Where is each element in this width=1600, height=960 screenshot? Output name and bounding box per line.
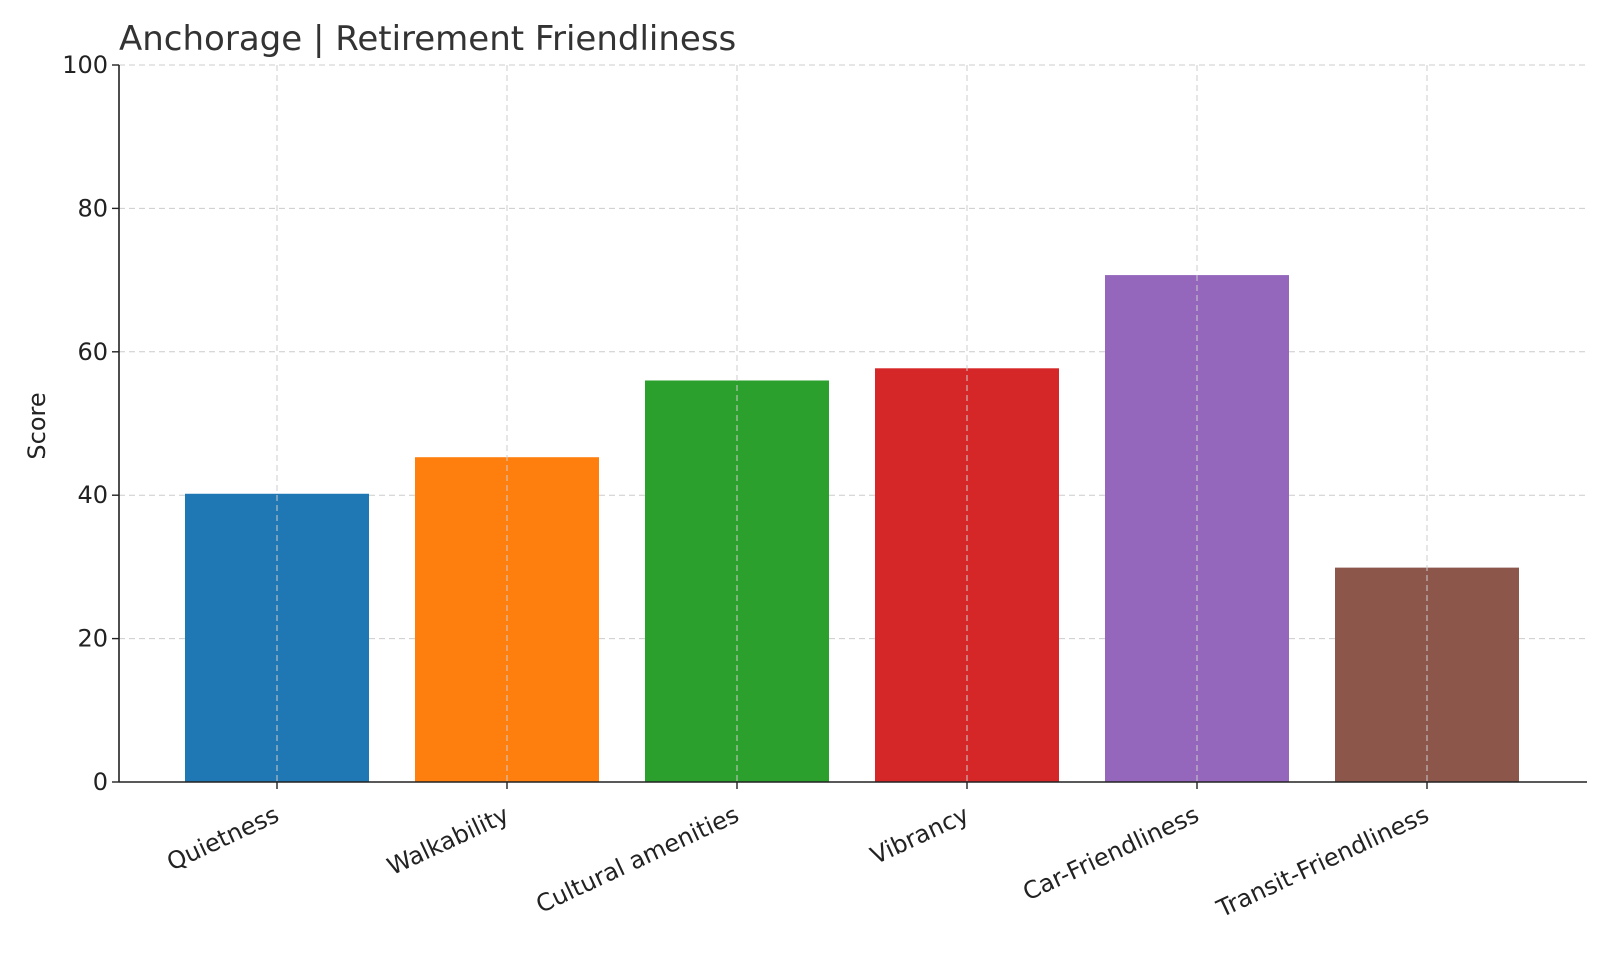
x-tick-label: Car-Friendliness xyxy=(1019,800,1204,906)
chart-title: Anchorage | Retirement Friendliness xyxy=(119,19,736,59)
y-tick-label: 80 xyxy=(77,194,108,222)
y-tick-label: 0 xyxy=(93,768,108,796)
y-axis-label: Score xyxy=(23,392,51,459)
y-ticks: 0 20 40 60 80 100 xyxy=(62,51,119,796)
y-tick-label: 100 xyxy=(62,51,108,79)
x-tick-label: Cultural amenities xyxy=(532,800,743,918)
axes xyxy=(118,65,1587,783)
x-ticks: Quietness Walkability Cultural amenities Vi… xyxy=(163,782,1433,924)
y-tick-label: 20 xyxy=(77,625,108,653)
bars xyxy=(185,275,1519,782)
y-tick-label: 60 xyxy=(77,338,108,366)
x-tick-label: Vibrancy xyxy=(866,800,973,870)
x-tick-label: Quietness xyxy=(163,800,284,876)
x-tick-label: Transit-Friendliness xyxy=(1212,800,1433,923)
x-tick-label: Walkability xyxy=(383,800,513,881)
y-tick-label: 40 xyxy=(77,481,108,509)
